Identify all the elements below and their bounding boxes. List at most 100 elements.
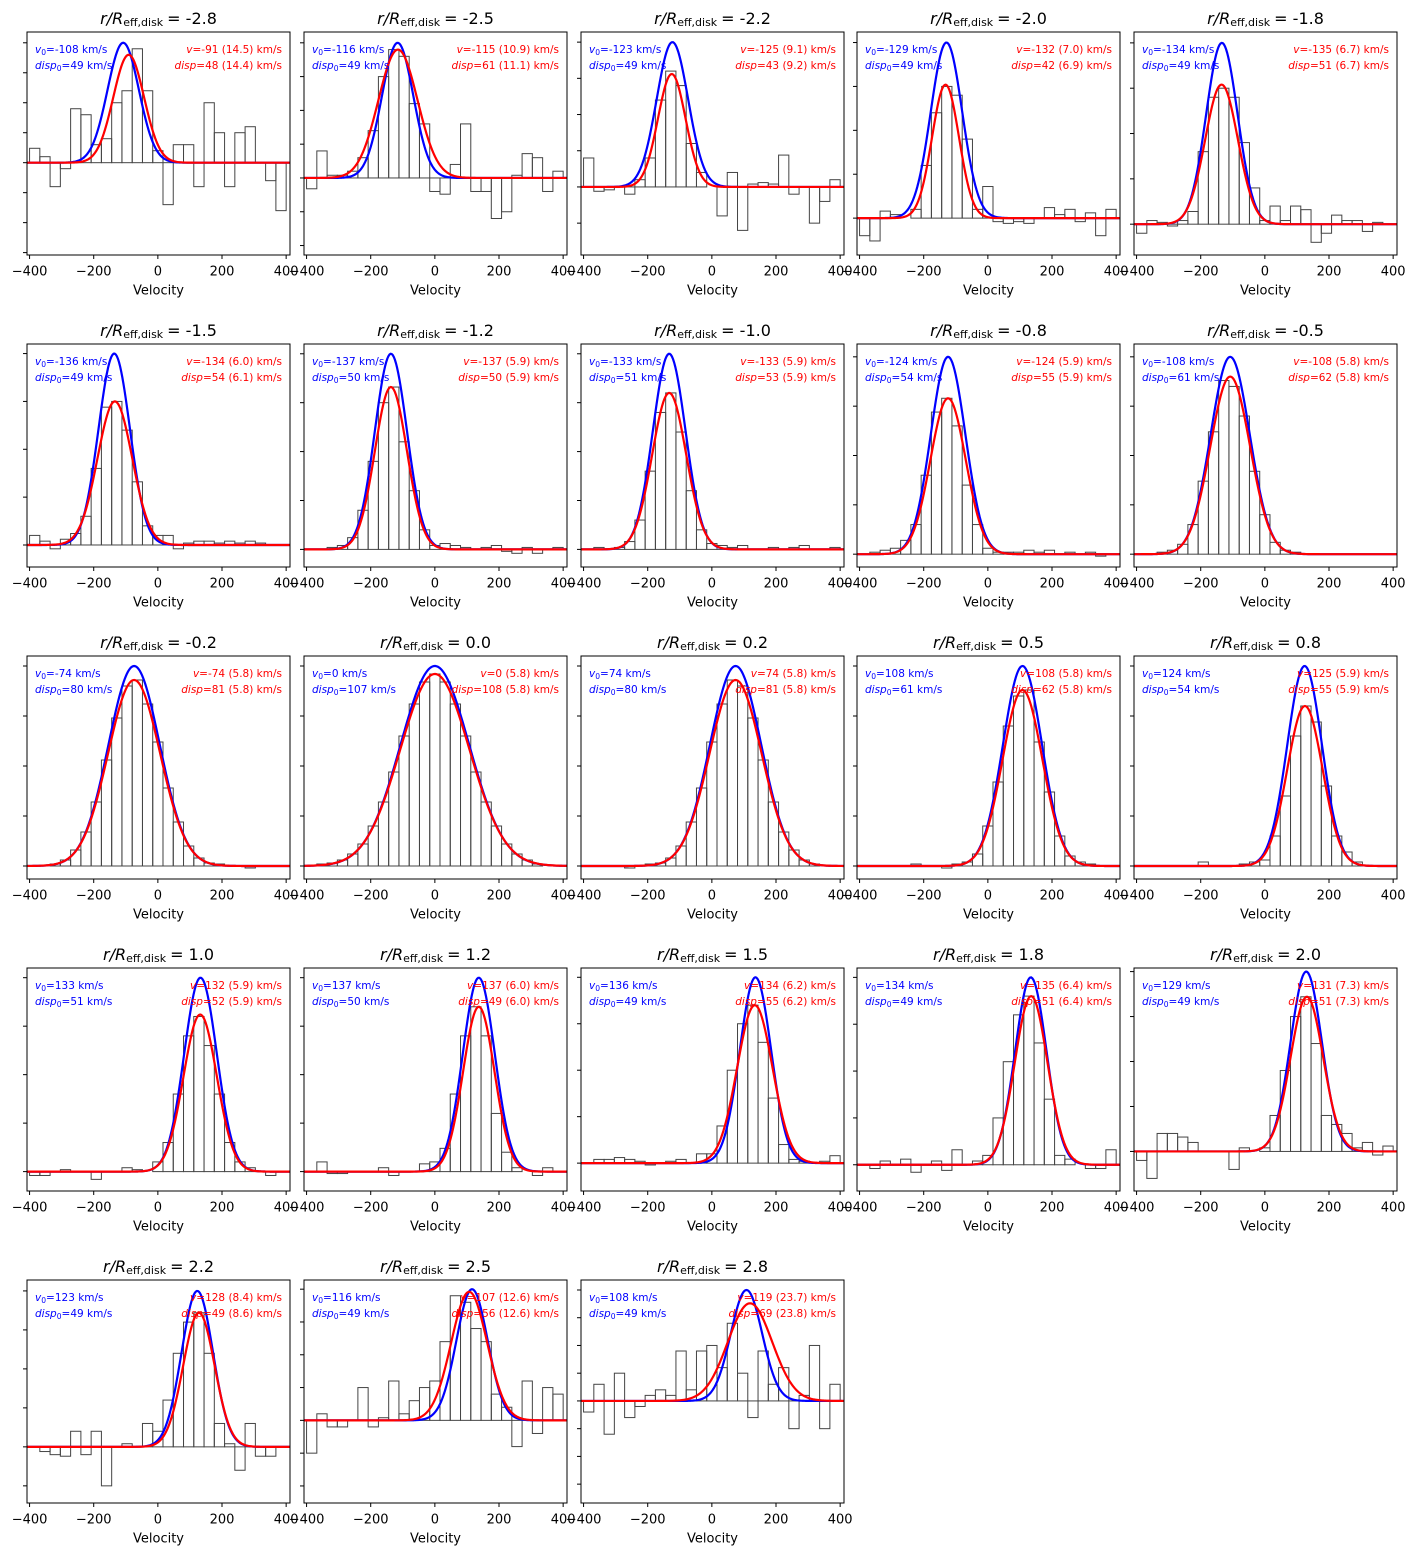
histogram-bar — [439, 177, 451, 195]
histogram-bar — [480, 1035, 492, 1173]
model-label-part: 0 — [57, 376, 62, 385]
histogram-bar — [388, 771, 400, 867]
model-label-part: 0 — [887, 1000, 892, 1009]
title-symbol: r/R — [380, 945, 403, 964]
histogram-bar — [747, 1004, 759, 1164]
x-tick-label: −200 — [906, 1201, 942, 1216]
fit-label: disp=53 (5.9) km/s — [735, 372, 836, 384]
model-label-part: =134 km/s — [876, 980, 934, 992]
model-label-part: 0 — [41, 360, 46, 369]
x-tick-label: 400 — [828, 1513, 853, 1528]
x-tick-label: −400 — [842, 889, 878, 904]
x-tick-label: 0 — [431, 1201, 439, 1216]
histogram-bar — [193, 1015, 205, 1173]
title-value: = 0.5 — [1000, 633, 1044, 652]
x-tick-label: 400 — [551, 1201, 576, 1216]
histogram-bar — [183, 144, 195, 164]
x-tick-label: 0 — [154, 1513, 162, 1528]
histogram-bar — [910, 1164, 922, 1173]
x-axis-label: Velocity — [687, 284, 738, 299]
x-tick-label: 400 — [1381, 265, 1406, 280]
histogram-bar — [1331, 1123, 1343, 1152]
fit-curve — [857, 688, 1120, 868]
histogram-bar — [1290, 205, 1302, 225]
model-label: disp0=54 km/s — [1142, 684, 1219, 697]
fit-label-part: =119 (23.7) km/s — [744, 1292, 836, 1304]
model-label: disp0=61 km/s — [865, 684, 942, 697]
histogram-bar — [29, 147, 41, 164]
panel-title: r/Reff,disk = -1.0 — [654, 321, 771, 342]
x-axis-label: Velocity — [687, 1532, 738, 1547]
histogram-bar — [726, 679, 739, 867]
histogram-bar — [829, 1383, 841, 1402]
fit-label-part: v — [1293, 44, 1300, 56]
x-tick-label: 200 — [210, 1513, 235, 1528]
histogram-bar — [1043, 207, 1056, 219]
fit-label-part: =62 (5.8) km/s — [1033, 684, 1112, 696]
model-label-part: 0 — [871, 672, 876, 681]
model-label-part: 0 — [41, 984, 46, 993]
fit-label: v=-132 (7.0) km/s — [1016, 44, 1112, 56]
title-value: = -1.5 — [167, 321, 217, 340]
x-tick-label: −200 — [630, 265, 666, 280]
histogram-bar — [213, 1422, 226, 1448]
model-label-part: =124 km/s — [1153, 668, 1211, 680]
fit-label-part: v — [186, 356, 193, 368]
model-label-part: =80 km/s — [62, 684, 113, 696]
x-axis-label: Velocity — [133, 1220, 184, 1235]
histogram-bar — [982, 825, 994, 867]
histogram-bar — [141, 1422, 154, 1448]
histogram-bar — [265, 162, 277, 182]
x-tick-label: −400 — [289, 577, 325, 592]
histogram-bar — [490, 1112, 503, 1173]
panel-title: r/Reff,disk = 2.8 — [657, 1257, 768, 1278]
fit-label-part: disp — [175, 60, 197, 72]
fit-label-part: disp — [181, 372, 203, 384]
fit-label-part: v — [463, 356, 470, 368]
model-label: disp0=51 km/s — [35, 996, 112, 1009]
histogram-bar — [162, 162, 174, 206]
model-label: v0=108 km/s — [589, 1292, 658, 1305]
model-label-part: =80 km/s — [616, 684, 667, 696]
fit-label: disp=42 (6.9) km/s — [1011, 60, 1112, 72]
fit-curve — [581, 1302, 844, 1403]
histogram-bar — [941, 85, 953, 219]
histogram-bar — [1136, 1150, 1148, 1161]
fit-label-part: disp — [452, 1308, 474, 1320]
x-tick-label: 200 — [1317, 265, 1342, 280]
x-tick-label: 400 — [1104, 577, 1129, 592]
panel-title: r/Reff,disk = -0.2 — [100, 633, 217, 654]
histogram-bar — [449, 703, 462, 867]
histogram-bar — [141, 90, 154, 164]
model-label-part: 0 — [595, 984, 600, 993]
fit-curve — [304, 1005, 567, 1173]
histogram-bar — [1310, 223, 1322, 243]
model-label-part: 0 — [318, 984, 323, 993]
title-symbol: r/R — [377, 9, 400, 28]
model-label-part: =49 km/s — [1169, 60, 1220, 72]
fit-label-part: disp — [735, 684, 757, 696]
x-tick-label: 200 — [487, 265, 512, 280]
title-subscript: eff,disk — [126, 952, 167, 965]
fit-label-part: disp — [181, 684, 203, 696]
model-label-part: =129 km/s — [1153, 980, 1211, 992]
fit-label-part: =-124 (5.9) km/s — [1022, 356, 1112, 368]
fit-label-part: =135 (6.4) km/s — [1026, 980, 1112, 992]
histogram-bar — [429, 177, 441, 192]
title-value: = 1.2 — [447, 945, 491, 964]
axes-frame — [26, 343, 291, 568]
model-label-part: disp — [589, 996, 611, 1008]
x-tick-label: 400 — [551, 889, 576, 904]
panel-title: r/Reff,disk = 1.8 — [933, 945, 1044, 966]
fit-label-part: v — [1297, 980, 1304, 992]
x-tick-label: 200 — [764, 889, 789, 904]
histogram-bar — [1300, 209, 1312, 225]
fit-label-part: v — [190, 1292, 197, 1304]
x-tick-label: 0 — [1261, 577, 1269, 592]
x-tick-label: 400 — [274, 1513, 299, 1528]
fit-label-part: =108 (5.8) km/s — [473, 684, 559, 696]
model-label-part: disp — [35, 372, 57, 384]
histogram-bar — [121, 90, 133, 164]
model-label: disp0=49 km/s — [35, 60, 112, 73]
